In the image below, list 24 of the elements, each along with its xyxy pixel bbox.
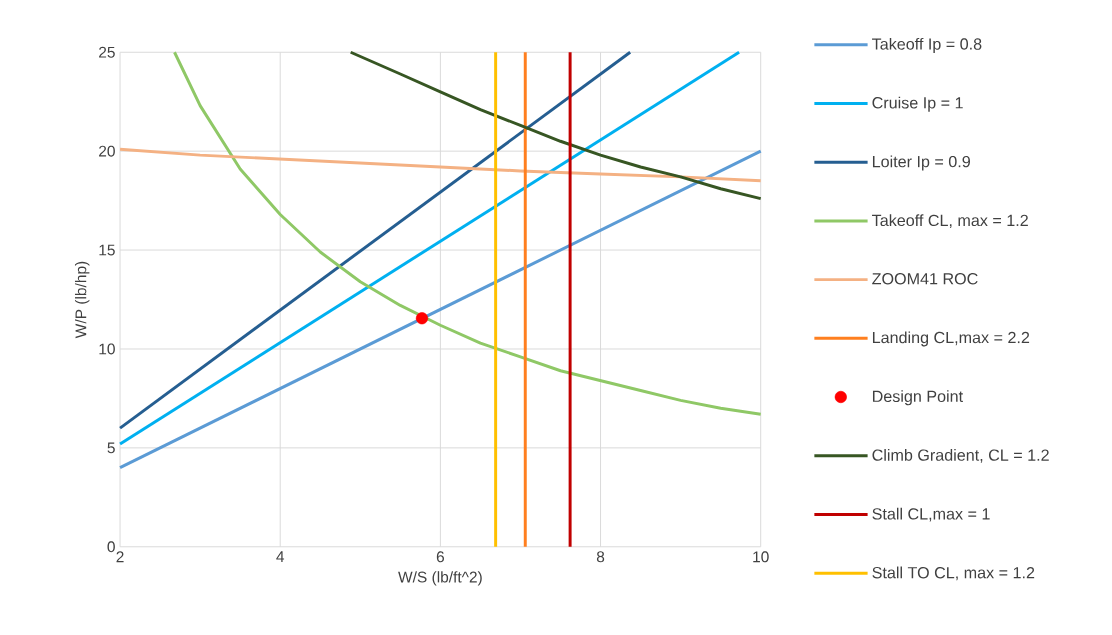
legend-label: Takeoff CL, max = 1.2 [872,214,1028,229]
y-axis-title: W/P (lb/hp) [74,261,90,339]
legend-label: Climb Gradient, CL = 1.2 [872,449,1049,463]
legend-label: Takeoff Ip = 0.8 [872,37,982,54]
y-tick-label: 25 [99,46,115,58]
legend-label: Stall CL,max = 1 [872,507,990,522]
legend-label: Landing CL,max = 2.2 [872,331,1030,347]
y-tick-label: 20 [99,145,115,157]
line-series [349,50,763,201]
x-tick-label: 4 [276,551,285,563]
legend-label: Loiter Ip = 0.9 [872,155,970,171]
x-tick-label: 2 [116,551,124,563]
legend-label: Stall TO CL, max = 1.2 [872,566,1035,581]
legend-label: ZOOM41 ROC [872,273,978,285]
legend-label: Design Point [872,390,963,406]
y-tick-label: 10 [99,343,115,355]
legend-label: Cruise Ip = 1 [872,96,963,112]
x-tick-label: 6 [436,551,445,563]
x-axis-title: W/S (lb/ft^2) [398,571,482,586]
x-tick-label: 8 [596,551,605,563]
x-tick-label: 10 [753,551,769,563]
y-tick-label: 15 [99,244,115,256]
y-tick-label: 0 [107,541,115,553]
y-tick-label: 5 [107,442,115,454]
